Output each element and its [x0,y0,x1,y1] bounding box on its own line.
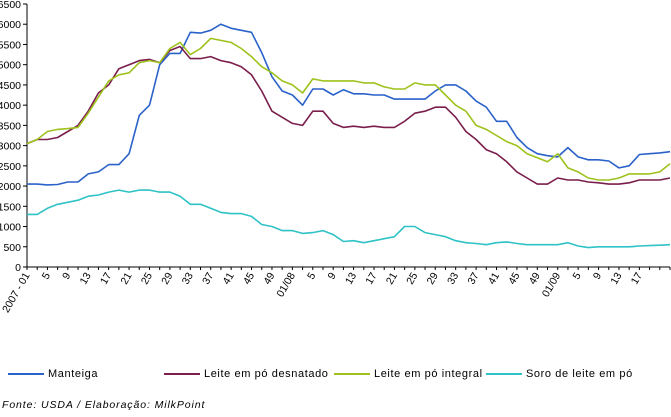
y-tick-label: 6500 [0,0,21,11]
y-tick-label: 2000 [0,181,21,193]
x-tick-label: 9 [591,270,604,281]
x-tick-label: 01/09 [540,270,564,299]
series-line-3 [27,189,671,249]
y-tick-label: 4500 [0,80,21,92]
x-tick-label: 21 [384,270,400,286]
series-line-1 [26,45,671,185]
source-note: Fonte: USDA / Elaboração: MilkPoint [2,399,206,411]
x-tick-label: 2007 - 01 [0,270,33,315]
x-tick-label: 33 [445,270,461,286]
legend-item-leite-desnatado: Leite em pó desnatado [164,368,329,380]
legend-item-leite-integral: Leite em pó integral [334,368,483,380]
legend-swatch-manteiga [8,373,44,375]
y-tick-label: 3000 [0,141,21,153]
y-tick-label: 1500 [0,201,21,213]
x-tick-label: 5 [305,270,318,281]
x-tick-label: 13 [608,270,624,286]
x-tick-label: 17 [98,270,114,286]
y-tick-label: 6000 [0,19,21,31]
y-tick-label: 5500 [0,39,21,51]
legend-item-soro: Soro de leite em pó [486,368,633,380]
x-tick-label: 13 [78,270,94,286]
x-tick-label: 37 [200,270,216,286]
x-tick-label: 25 [404,270,420,286]
x-tick-label: 45 [506,270,522,286]
x-tick-label: 01/08 [274,270,298,299]
x-tick-label: 9 [325,270,338,281]
x-tick-label: 25 [139,270,155,286]
y-axis-tick-labels: 0 500 1000 1500 2000 2500 3000 3500 4000 4500 5000… [0,0,21,274]
x-tick-label: 49 [527,270,543,286]
axes [23,3,671,270]
x-tick-label: 33 [180,270,196,286]
y-tick-label: 2500 [0,161,21,173]
x-tick-label: 29 [159,270,175,286]
x-tick-label: 21 [118,270,134,286]
x-tick-label: 29 [425,270,441,286]
x-tick-label: 45 [241,270,257,286]
x-tick-label: 41 [220,270,236,286]
x-tick-label: 41 [486,270,502,286]
y-tick-label: 500 [3,242,21,254]
x-tick-label: 13 [343,270,359,286]
x-tick-label: 5 [40,270,53,281]
x-tick-label: 37 [465,270,481,286]
legend-label-leite-desnatado: Leite em pó desnatado [204,368,329,380]
x-tick-label: 49 [261,270,277,286]
y-tick-label: 0 [15,262,21,274]
legend-swatch-leite-integral [334,373,370,375]
legend: Manteiga Leite em pó desnatado Leite em … [0,368,671,388]
y-tick-label: 5000 [0,60,21,72]
series-lines [26,23,671,249]
legend-item-manteiga: Manteiga [8,368,98,380]
y-tick-label: 3500 [0,120,21,132]
series-line-0 [27,23,671,186]
x-tick-label: 17 [629,270,645,286]
y-tick-label: 4000 [0,100,21,112]
legend-label-manteiga: Manteiga [48,368,99,380]
legend-label-leite-integral: Leite em pó integral [374,368,483,380]
x-tick-label: 5 [570,270,583,281]
y-tick-label: 1000 [0,222,21,234]
series-line-2 [26,37,671,181]
x-tick-label: 9 [60,270,73,281]
legend-label-soro: Soro de leite em pó [526,368,633,380]
legend-swatch-soro [486,373,522,375]
x-tick-label: 17 [363,270,379,286]
legend-swatch-leite-desnatado [164,373,200,375]
